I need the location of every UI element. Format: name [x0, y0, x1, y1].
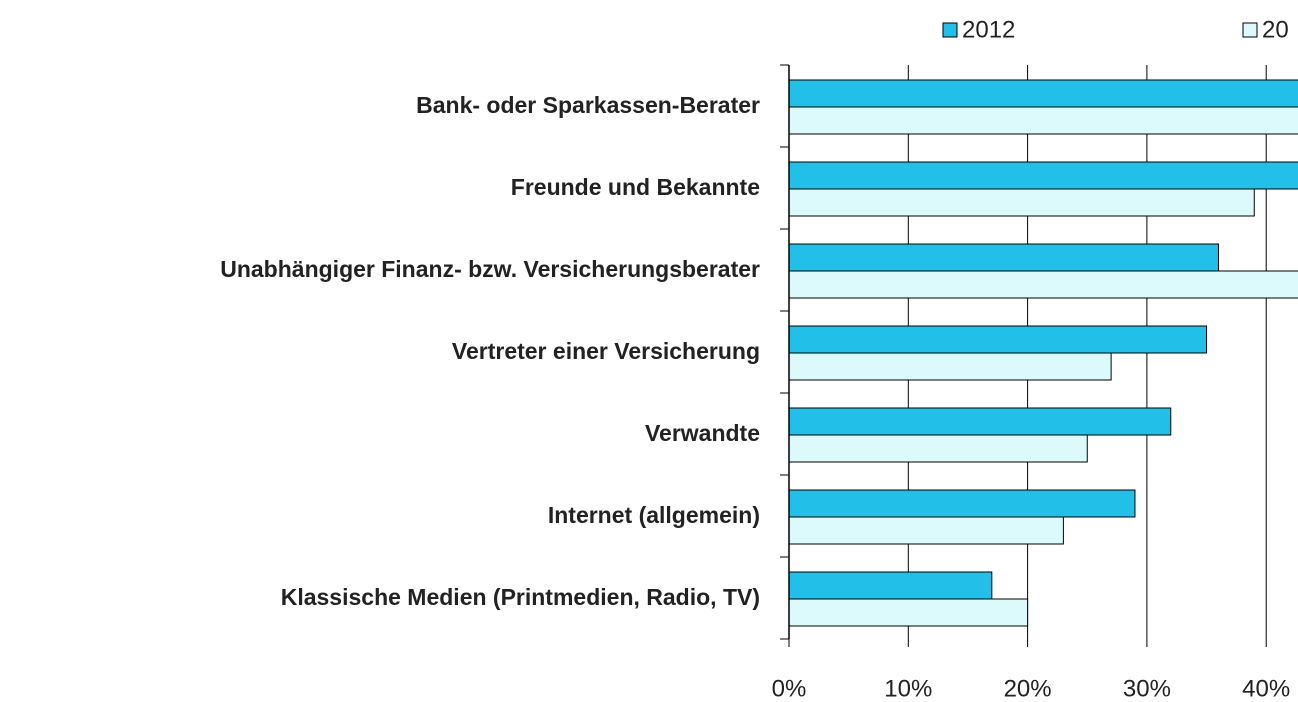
- legend-swatch: [1243, 23, 1257, 37]
- bar: [789, 435, 1087, 462]
- x-tick-label: 20%: [1004, 675, 1052, 702]
- x-tick-label: 0%: [772, 675, 807, 702]
- bar: [789, 599, 1028, 626]
- chart: 0% 10% 20% 30% 40% Bank- oder Sparkassen-Bera…: [0, 0, 1298, 702]
- category-label: Vertreter einer Versicherung: [452, 338, 760, 364]
- bar: [789, 408, 1171, 435]
- category-label: Freunde und Bekannte: [511, 174, 760, 200]
- bar: [789, 162, 1298, 189]
- category-label: Unabhängiger Finanz- bzw. Versicherungsb…: [220, 256, 760, 282]
- bar: [789, 244, 1218, 271]
- bar: [789, 189, 1254, 216]
- legend-label: 2012: [962, 16, 1015, 43]
- x-tick-label: 40%: [1242, 675, 1290, 702]
- bar: [789, 80, 1298, 107]
- category-label: Klassische Medien (Printmedien, Radio, T…: [281, 584, 760, 610]
- bar: [789, 490, 1135, 517]
- bar: [789, 353, 1111, 380]
- page: {"chart_data": { "type": "hbar", "catego…: [0, 0, 1298, 702]
- category-label: Internet (allgemein): [548, 502, 760, 528]
- bar: [789, 517, 1063, 544]
- category-label: Verwandte: [645, 420, 760, 446]
- legend-swatch: [943, 23, 957, 37]
- bar: [789, 107, 1298, 134]
- bar: [789, 326, 1207, 353]
- category-label: Bank- oder Sparkassen-Berater: [416, 92, 760, 118]
- x-tick-label: 10%: [884, 675, 932, 702]
- legend-label: 20: [1262, 16, 1289, 43]
- x-tick-label: 30%: [1123, 675, 1171, 702]
- bar: [789, 572, 992, 599]
- bar: [789, 271, 1298, 298]
